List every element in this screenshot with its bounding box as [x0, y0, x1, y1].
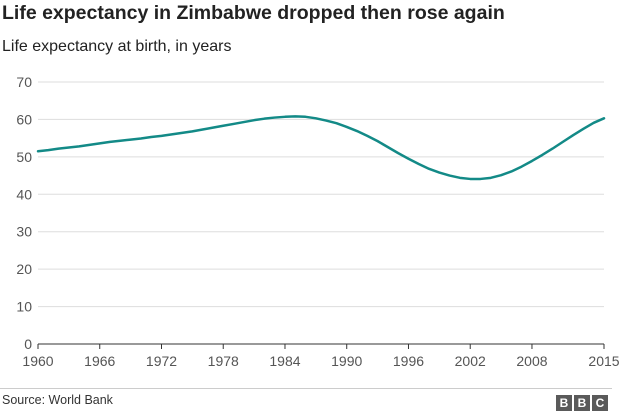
y-tick-label: 0 [24, 336, 32, 352]
x-tick-label: 2002 [455, 353, 486, 369]
x-tick-label: 1966 [84, 353, 115, 369]
bbc-logo-letter: B [556, 395, 572, 411]
source-note: Source: World Bank [2, 393, 113, 407]
y-tick-labels: 0 10 20 30 40 50 60 70 [16, 74, 32, 352]
series-layer [36, 115, 606, 181]
y-tick-label: 20 [16, 261, 32, 277]
x-tick-label: 2015 [588, 353, 619, 369]
y-tick-label: 40 [16, 186, 32, 202]
footer-divider [0, 388, 612, 389]
y-tick-label: 60 [16, 111, 32, 127]
bbc-logo-letter: B [574, 395, 590, 411]
chart-title: Life expectancy in Zimbabwe dropped then… [2, 2, 505, 24]
x-tick-label: 1984 [269, 353, 300, 369]
x-tick-label: 2008 [516, 353, 547, 369]
grid-lines [38, 81, 604, 308]
x-axis [37, 343, 605, 349]
x-tick-label: 1960 [22, 353, 53, 369]
y-tick-label: 50 [16, 149, 32, 165]
x-tick-label: 1996 [393, 353, 424, 369]
line-chart: 0 10 20 30 40 50 60 70 1960 1966 1972 1978 1984 1990… [16, 74, 619, 369]
bbc-logo-letter: C [592, 395, 608, 411]
x-tick-label: 1978 [208, 353, 239, 369]
x-tick-label: 1972 [146, 353, 177, 369]
bbc-logo: B B C [556, 395, 608, 411]
x-tick-label: 1990 [331, 353, 362, 369]
series-line [36, 115, 606, 181]
y-tick-label: 30 [16, 224, 32, 240]
chart-subtitle: Life expectancy at birth, in years [2, 38, 232, 55]
y-tick-label: 70 [16, 74, 32, 90]
y-tick-label: 10 [16, 299, 32, 315]
x-tick-labels: 1960 1966 1972 1978 1984 1990 1996 2002 2008 2015 [22, 353, 619, 369]
